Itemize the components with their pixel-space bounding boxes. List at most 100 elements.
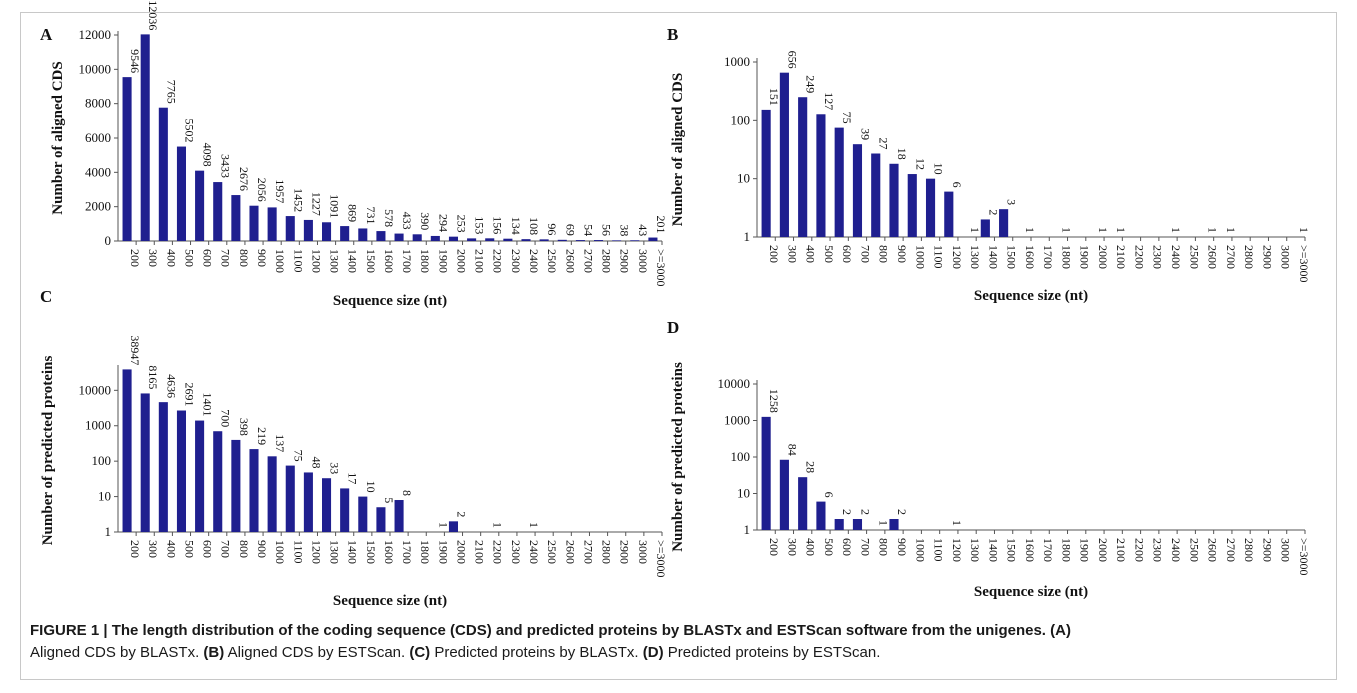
bar bbox=[575, 240, 585, 241]
x-tick-label: 200 bbox=[767, 245, 781, 263]
x-tick-label: 600 bbox=[840, 245, 854, 263]
x-tick-label: 900 bbox=[255, 540, 269, 558]
chart-panel-c: C110100100010000389472008165300463640026… bbox=[40, 287, 668, 609]
x-tick-label: 300 bbox=[785, 538, 799, 556]
chart-panel-b: B110100100015120065630024940012750075600… bbox=[667, 25, 1311, 304]
x-tick-label: 300 bbox=[785, 245, 799, 263]
x-axis-title: Sequence size (nt) bbox=[333, 293, 447, 309]
data-label: 151 bbox=[767, 88, 781, 106]
x-tick-label: 1600 bbox=[382, 540, 396, 564]
x-tick-label: 600 bbox=[201, 540, 215, 558]
x-tick-label: 2400 bbox=[1169, 538, 1183, 562]
y-tick-label: 4000 bbox=[85, 164, 111, 179]
x-tick-label: 2000 bbox=[1096, 245, 1110, 269]
x-tick-label: 2600 bbox=[1206, 245, 1220, 269]
bar bbox=[779, 72, 789, 238]
data-label: 700 bbox=[219, 409, 233, 427]
bar bbox=[816, 114, 826, 237]
data-label: 1 bbox=[527, 522, 541, 528]
x-tick-label: 1500 bbox=[1005, 245, 1019, 269]
x-tick-label: 2000 bbox=[454, 540, 468, 564]
data-label: 1957 bbox=[273, 179, 287, 203]
x-tick-label: 2000 bbox=[1096, 538, 1110, 562]
bar bbox=[376, 507, 386, 532]
data-label: 108 bbox=[527, 217, 541, 235]
data-label: 9546 bbox=[128, 49, 142, 73]
y-tick-label: 0 bbox=[105, 233, 112, 248]
bar bbox=[122, 369, 132, 532]
x-tick-label: 1400 bbox=[346, 249, 360, 273]
bar bbox=[871, 153, 881, 237]
bar bbox=[213, 431, 223, 532]
x-tick-label: 2900 bbox=[1260, 538, 1274, 562]
x-tick-label: 400 bbox=[164, 540, 178, 558]
x-tick-label: 1200 bbox=[309, 540, 323, 564]
data-label: 17 bbox=[346, 472, 360, 484]
x-tick-label: 2800 bbox=[600, 540, 614, 564]
x-tick-label: 1100 bbox=[932, 245, 946, 269]
bar bbox=[630, 240, 640, 241]
x-tick-label: 1400 bbox=[986, 538, 1000, 562]
data-label: 127 bbox=[822, 92, 836, 110]
bar bbox=[322, 222, 332, 241]
x-tick-label: 2700 bbox=[1224, 538, 1238, 562]
x-tick-label: 2900 bbox=[618, 249, 632, 273]
x-tick-label: 600 bbox=[201, 249, 215, 267]
x-tick-label: 2300 bbox=[509, 249, 523, 273]
y-tick-label: 12000 bbox=[79, 27, 112, 42]
data-label: 3433 bbox=[219, 154, 233, 178]
bar bbox=[303, 472, 313, 532]
x-tick-label: 1500 bbox=[1005, 538, 1019, 562]
figure-frame bbox=[20, 12, 1337, 680]
bar bbox=[231, 195, 241, 241]
x-tick-label: >=3000 bbox=[654, 540, 668, 578]
x-tick-label: 1600 bbox=[1023, 538, 1037, 562]
x-tick-label: 1700 bbox=[1041, 245, 1055, 269]
bar bbox=[213, 182, 223, 241]
y-tick-label: 6000 bbox=[85, 130, 111, 145]
y-tick-label: 2000 bbox=[85, 199, 111, 214]
data-label: 27 bbox=[877, 138, 891, 150]
data-label: 75 bbox=[291, 450, 305, 462]
data-label: 1452 bbox=[291, 188, 305, 212]
x-tick-label: 1200 bbox=[309, 249, 323, 273]
bar bbox=[285, 216, 295, 241]
y-axis-title: Number of aligned CDS bbox=[50, 61, 66, 215]
data-label: 69 bbox=[563, 224, 577, 236]
y-tick-label: 1000 bbox=[85, 418, 111, 433]
bar bbox=[195, 170, 205, 241]
panel-label: C bbox=[40, 287, 52, 306]
y-tick-label: 10 bbox=[98, 489, 111, 504]
x-tick-label: 400 bbox=[164, 249, 178, 267]
x-tick-label: 1700 bbox=[400, 249, 414, 273]
y-tick-label: 1000 bbox=[724, 413, 750, 428]
x-tick-label: 2100 bbox=[473, 249, 487, 273]
x-tick-label: 2000 bbox=[454, 249, 468, 273]
data-label: 1 bbox=[1297, 227, 1311, 233]
data-label: 4636 bbox=[164, 374, 178, 398]
y-tick-label: 1 bbox=[744, 522, 751, 537]
data-label: 201 bbox=[654, 216, 668, 234]
x-tick-label: 2300 bbox=[1151, 245, 1165, 269]
x-tick-label: 1000 bbox=[273, 540, 287, 564]
x-tick-label: 3000 bbox=[1279, 245, 1293, 269]
bar bbox=[122, 77, 132, 241]
bar bbox=[779, 459, 789, 530]
bar bbox=[140, 34, 150, 241]
bar bbox=[816, 501, 826, 530]
bar bbox=[485, 238, 495, 241]
bar bbox=[594, 240, 604, 241]
data-label: 56 bbox=[600, 224, 614, 236]
caption-part: Aligned CDS by ESTScan. bbox=[224, 644, 410, 661]
x-tick-label: 1600 bbox=[382, 249, 396, 273]
bar bbox=[798, 477, 808, 530]
x-tick-label: 2600 bbox=[1206, 538, 1220, 562]
x-tick-label: 2900 bbox=[1260, 245, 1274, 269]
x-tick-label: 1800 bbox=[1059, 538, 1073, 562]
x-tick-label: 200 bbox=[767, 538, 781, 556]
x-tick-label: 200 bbox=[128, 249, 142, 267]
x-tick-label: 900 bbox=[255, 249, 269, 267]
x-tick-label: 1800 bbox=[418, 249, 432, 273]
x-tick-label: 1100 bbox=[291, 540, 305, 564]
bar bbox=[467, 238, 477, 241]
